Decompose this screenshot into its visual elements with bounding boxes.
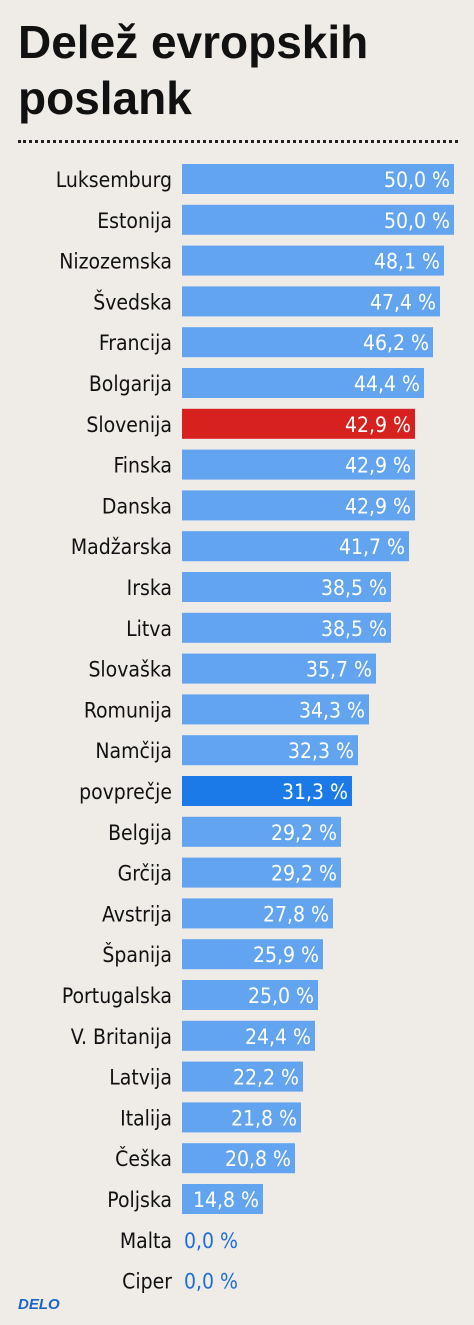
value-label: 48,1 %	[374, 250, 440, 274]
value-label: 0,0 %	[184, 1229, 238, 1253]
category-label: Luksemburg	[56, 168, 172, 192]
bar	[182, 204, 454, 235]
bar	[182, 245, 444, 276]
category-label: Portugalska	[62, 984, 172, 1008]
value-label: 21,8 %	[231, 1106, 297, 1130]
category-label: Finska	[113, 454, 172, 478]
value-label: 27,8 %	[263, 902, 329, 926]
bar	[182, 612, 391, 643]
category-label: Slovenija	[86, 413, 172, 437]
category-label: Slovaška	[88, 658, 172, 682]
category-label: Švedska	[93, 289, 172, 314]
value-label: 47,4 %	[370, 290, 436, 314]
value-label: 31,3 %	[282, 780, 348, 804]
category-label: Bolgarija	[89, 372, 172, 396]
category-label: Ciper	[122, 1270, 172, 1294]
bar	[182, 1061, 303, 1092]
category-label: Grčija	[118, 862, 172, 886]
bar	[182, 857, 341, 888]
category-label: Avstrija	[102, 902, 172, 926]
value-label: 50,0 %	[384, 209, 450, 233]
value-label: 29,2 %	[271, 862, 337, 886]
category-label: Italija	[120, 1106, 172, 1130]
category-label: Namčija	[95, 739, 172, 763]
value-label: 25,9 %	[253, 943, 319, 967]
bar	[182, 735, 358, 766]
category-label: Francija	[99, 331, 172, 355]
value-label: 46,2 %	[363, 331, 429, 355]
category-label: Romunija	[84, 698, 172, 722]
bar	[182, 449, 415, 480]
value-label: 44,4 %	[354, 372, 420, 396]
value-label: 34,3 %	[299, 698, 365, 722]
value-label: 41,7 %	[339, 535, 405, 559]
bar	[182, 939, 323, 970]
value-label: 24,4 %	[245, 1025, 311, 1049]
value-label: 38,5 %	[321, 576, 387, 600]
category-label: Estonija	[97, 209, 172, 233]
value-label: 32,3 %	[288, 739, 354, 763]
category-label: Belgija	[108, 821, 172, 845]
category-label: Nizozemska	[59, 250, 172, 274]
bar	[182, 164, 454, 194]
bar	[182, 572, 391, 602]
bar	[182, 368, 424, 398]
value-label: 14,8 %	[193, 1188, 259, 1212]
value-label: 38,5 %	[321, 617, 387, 641]
category-label: povprečje	[79, 780, 172, 804]
category-label: Irska	[127, 576, 172, 600]
bar	[182, 531, 409, 562]
bar	[182, 1102, 301, 1133]
bar	[182, 980, 318, 1010]
value-label: 42,9 %	[345, 454, 411, 478]
value-label: 0,0 %	[184, 1270, 238, 1294]
chart-title: Delež evropskih poslank	[18, 16, 369, 124]
category-label: Španija	[102, 942, 172, 967]
category-label: Madžarska	[71, 535, 172, 559]
bar	[182, 1020, 315, 1051]
bar	[182, 490, 415, 521]
bar	[182, 408, 415, 439]
category-label: Malta	[120, 1229, 172, 1253]
delo-logo: DELO	[18, 1296, 60, 1313]
bar	[182, 816, 341, 847]
bar	[182, 327, 433, 358]
value-label: 42,9 %	[345, 413, 411, 437]
value-label: 20,8 %	[225, 1147, 291, 1171]
bar	[182, 1143, 295, 1174]
value-label: 22,2 %	[233, 1066, 299, 1090]
bar	[182, 1184, 263, 1214]
category-label: Češka	[115, 1146, 172, 1171]
value-label: 35,7 %	[306, 658, 372, 682]
category-label: Danska	[102, 494, 172, 518]
title-divider	[18, 140, 458, 143]
value-label: 25,0 %	[248, 984, 314, 1008]
category-label: Poljska	[107, 1188, 172, 1212]
bar	[182, 898, 333, 929]
category-label: Latvija	[109, 1066, 172, 1090]
bar	[182, 653, 376, 684]
value-label: 42,9 %	[345, 494, 411, 518]
bar	[182, 776, 352, 806]
bar	[182, 694, 369, 725]
value-label: 29,2 %	[271, 821, 337, 845]
category-label: V. Britanija	[71, 1025, 172, 1049]
category-label: Litva	[126, 617, 172, 641]
value-label: 50,0 %	[384, 168, 450, 192]
bar	[182, 286, 440, 317]
